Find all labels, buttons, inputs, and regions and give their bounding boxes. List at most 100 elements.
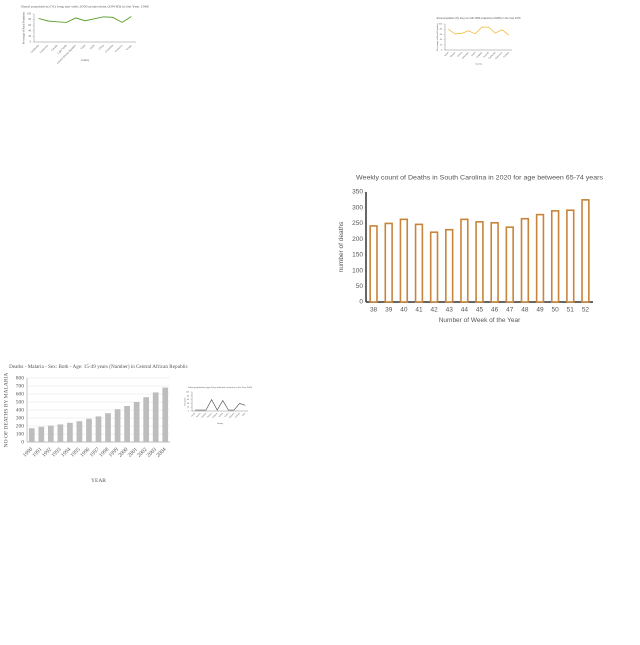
line xyxy=(448,26,509,36)
x-axis-label: YEAR xyxy=(91,478,106,484)
x-tick-label: Bolivia xyxy=(457,51,463,57)
y-axis-label: Percentage of Rural Population xyxy=(23,11,26,44)
y-tick-label: 100 xyxy=(16,431,25,437)
y-tick-label: 20 xyxy=(187,407,189,409)
bar xyxy=(114,409,121,442)
x-tick-label: Cameroon xyxy=(39,44,49,54)
y-tick-label: 60 xyxy=(187,399,189,401)
x-tick-label: Congo xyxy=(125,44,133,52)
bar xyxy=(535,213,545,303)
x-axis-label: Country xyxy=(81,59,90,62)
x-tick-label: 39 xyxy=(385,307,393,314)
y-tick-label: 50 xyxy=(356,283,364,290)
y-tick-label: 350 xyxy=(352,189,363,196)
x-axis-label: Country xyxy=(475,63,482,66)
chart-title: Infant population (age 0) by selected co… xyxy=(188,386,253,389)
x-tick-label: 50 xyxy=(552,307,560,314)
bar xyxy=(152,392,159,442)
x-tick-label: Brazil xyxy=(471,52,476,57)
y-tick-label: 300 xyxy=(352,204,363,211)
x-tick-label: 51 xyxy=(567,307,575,314)
y-tick-label: 60 xyxy=(28,24,31,27)
chart: Infant population (age 0) by selected co… xyxy=(184,386,253,425)
bar xyxy=(566,209,575,303)
chart-title: Weekly count of Deaths in South Carolina… xyxy=(356,174,604,181)
y-axis-label: Percentage of Rural Population xyxy=(436,23,439,51)
x-tick-label: 44 xyxy=(461,307,469,314)
bar xyxy=(124,406,130,442)
chart: Deaths - Malaria - Sex: Both - Age: 15-4… xyxy=(3,365,188,484)
chart-title: Rural population (%) long run with 2050 … xyxy=(21,4,149,8)
y-tick-label: 200 xyxy=(352,236,363,243)
bar xyxy=(28,428,35,442)
x-tick-label: Burundi xyxy=(483,52,490,59)
x-tick-label: Canada xyxy=(503,51,510,58)
x-tick-label: Benin xyxy=(444,52,449,57)
y-tick-label: 40 xyxy=(28,29,31,32)
y-axis-label: Population xyxy=(184,397,187,406)
bar xyxy=(95,416,102,442)
x-tick-label: Chad xyxy=(80,44,86,50)
line xyxy=(38,16,132,23)
bar xyxy=(399,218,409,303)
y-tick-label: 0 xyxy=(359,299,363,306)
y-tick-label: 100 xyxy=(352,267,363,274)
bar xyxy=(520,217,530,303)
x-tick-label: 52 xyxy=(582,307,590,314)
y-tick-label: 800 xyxy=(16,375,25,381)
x-tick-label: Chile xyxy=(242,413,246,417)
bar xyxy=(86,418,92,442)
chart: Weekly count of Deaths in South Carolina… xyxy=(338,174,604,324)
bar xyxy=(67,422,73,442)
y-tick-label: 60 xyxy=(440,34,443,36)
bar xyxy=(460,218,469,303)
y-tick-label: 100 xyxy=(439,24,443,26)
y-tick-label: 0 xyxy=(21,439,24,445)
bar xyxy=(445,228,454,303)
chart-title: Deaths - Malaria - Sex: Both - Age: 15-4… xyxy=(9,365,189,370)
bar xyxy=(105,413,111,442)
x-tick-label: Bulgaria xyxy=(229,413,235,419)
y-tick-label: 40 xyxy=(187,403,189,405)
bar xyxy=(369,225,378,303)
x-tick-label: 2004 xyxy=(156,446,168,458)
chart: Rural population (%) long run with 2050 … xyxy=(21,4,149,64)
x-tick-label: Canada xyxy=(51,44,59,52)
bar xyxy=(581,199,590,303)
x-tick-label: China xyxy=(98,44,105,51)
chart: Rural population (%) long run with 2050 … xyxy=(436,16,521,66)
x-tick-label: 46 xyxy=(491,307,499,314)
y-tick-label: 0 xyxy=(441,50,443,52)
x-tick-label: Belarus xyxy=(207,413,213,419)
y-tick-label: 300 xyxy=(16,415,25,421)
bar xyxy=(38,426,45,442)
y-tick-label: 100 xyxy=(186,391,189,393)
x-tick-label: Bolivia xyxy=(219,413,224,418)
y-tick-label: 20 xyxy=(440,44,443,46)
bar xyxy=(550,210,560,303)
bar xyxy=(384,222,393,303)
y-tick-label: 100 xyxy=(27,13,32,16)
chart-title: Rural population (%) long run with 2050 … xyxy=(437,16,521,20)
y-tick-label: 40 xyxy=(440,39,443,41)
x-tick-label: Cape Verde xyxy=(57,44,68,55)
x-tick-label: Aruba xyxy=(190,412,196,418)
bar xyxy=(76,421,83,442)
x-tick-label: Brunei xyxy=(224,412,230,418)
x-tick-label: Canada xyxy=(235,413,241,419)
bar xyxy=(505,226,514,303)
x-tick-label: 45 xyxy=(476,307,484,314)
x-tick-label: Bulgaria xyxy=(476,51,483,58)
bar xyxy=(475,221,484,303)
bar xyxy=(143,397,150,442)
y-tick-label: 80 xyxy=(440,29,443,31)
x-tick-label: Cambodia xyxy=(30,44,40,54)
y-tick-label: 400 xyxy=(16,407,25,413)
y-tick-label: 80 xyxy=(28,18,31,21)
bar xyxy=(414,223,424,303)
y-tick-label: 0 xyxy=(30,41,32,44)
x-axis-label: Number of Week of the Year xyxy=(439,317,521,324)
x-tick-label: 38 xyxy=(370,307,378,314)
y-tick-label: 500 xyxy=(16,399,25,405)
